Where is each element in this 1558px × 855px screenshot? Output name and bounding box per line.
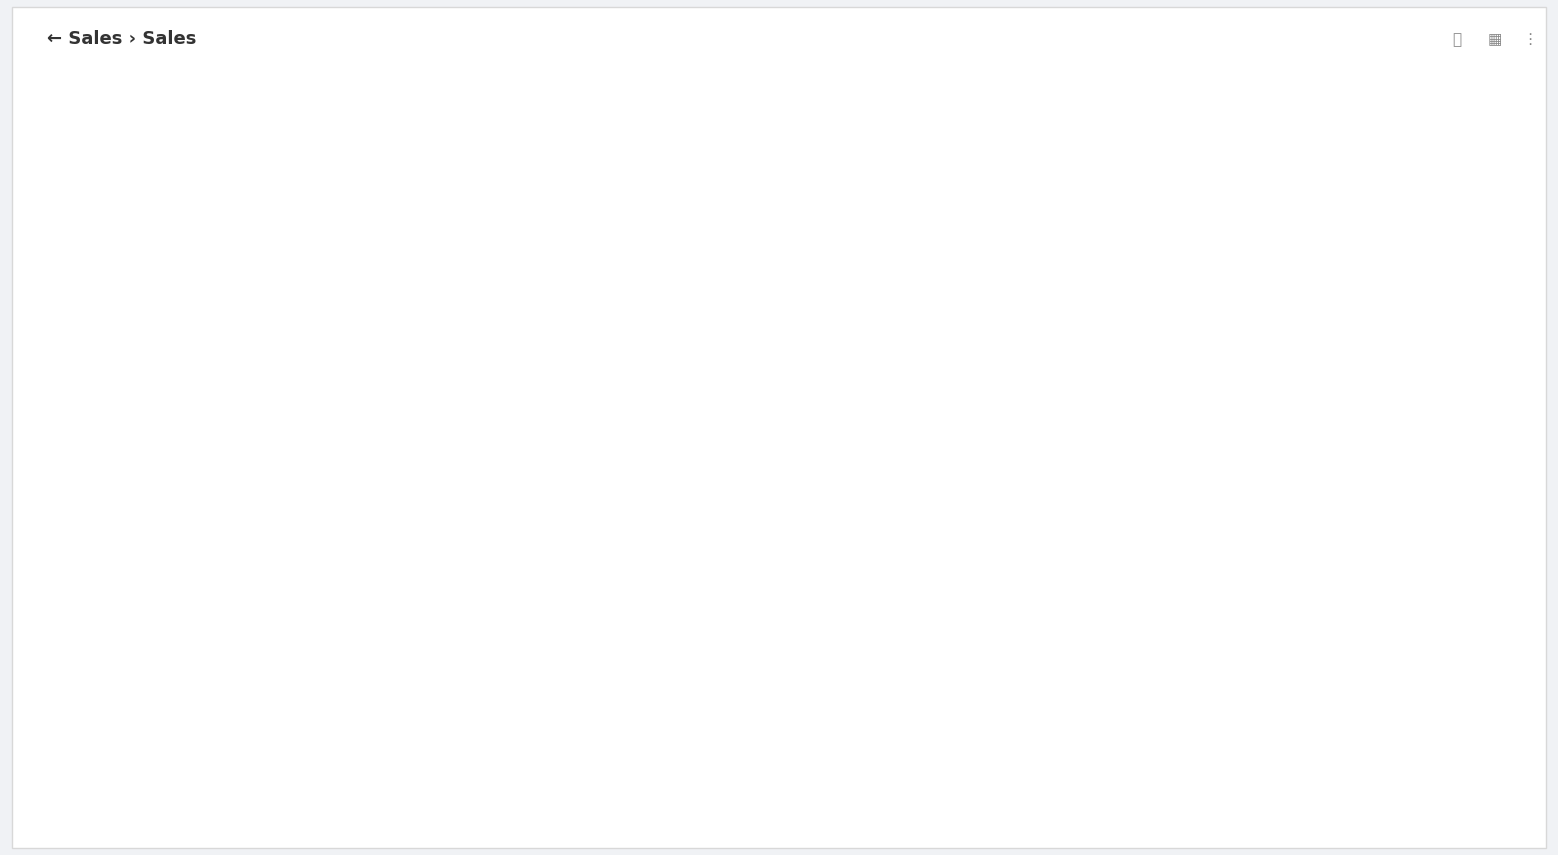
Text: ▦: ▦ — [1488, 32, 1502, 48]
Text: ⋮: ⋮ — [1522, 32, 1538, 48]
Legend: Sales, Sales B, Forecast.Sum of New Sales, Range, Forecast.Sum of Renewal Sales,: Sales, Sales B, Forecast.Sum of New Sale… — [111, 55, 908, 78]
Text: ⏰: ⏰ — [1452, 32, 1461, 48]
Text: ← Sales › Sales: ← Sales › Sales — [47, 30, 196, 48]
